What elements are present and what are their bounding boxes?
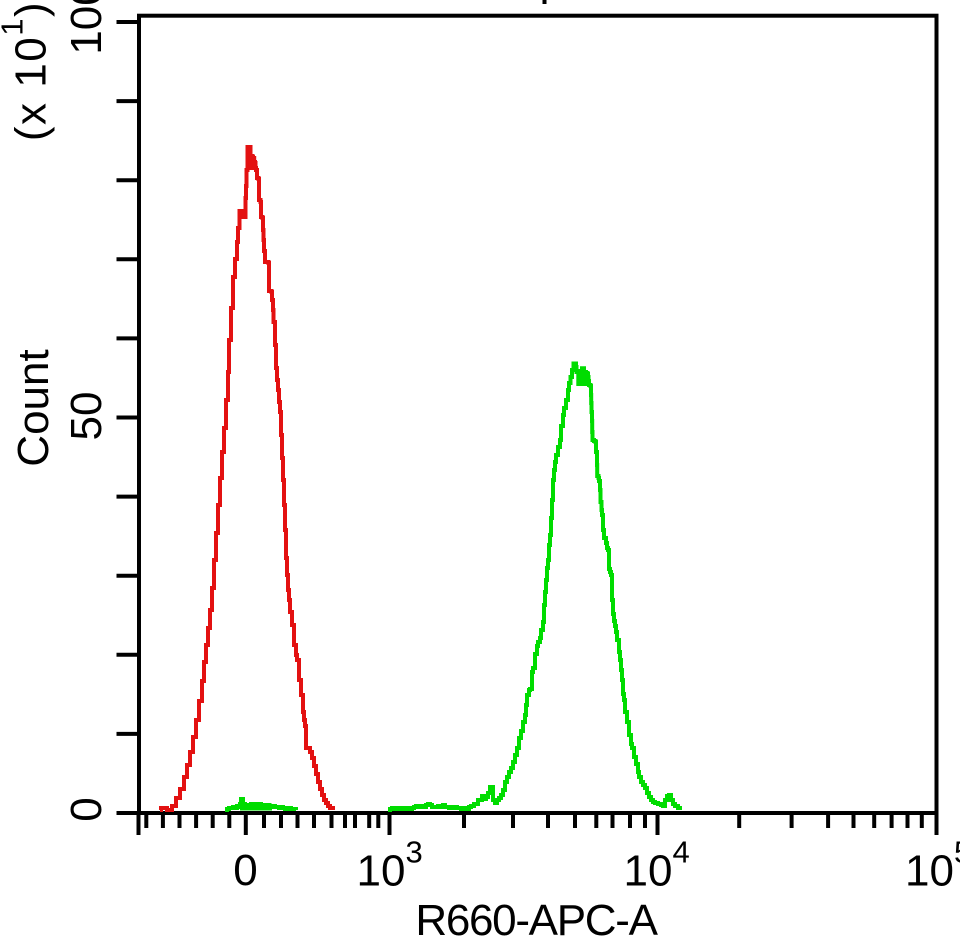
svg-text:50: 50 — [62, 392, 111, 441]
svg-text:100: 100 — [62, 0, 111, 55]
svg-text:Count: Count — [9, 349, 58, 466]
svg-text:R660-APC-A: R660-APC-A — [415, 896, 658, 943]
svg-text:0: 0 — [62, 797, 111, 821]
svg-text:0: 0 — [233, 846, 257, 895]
